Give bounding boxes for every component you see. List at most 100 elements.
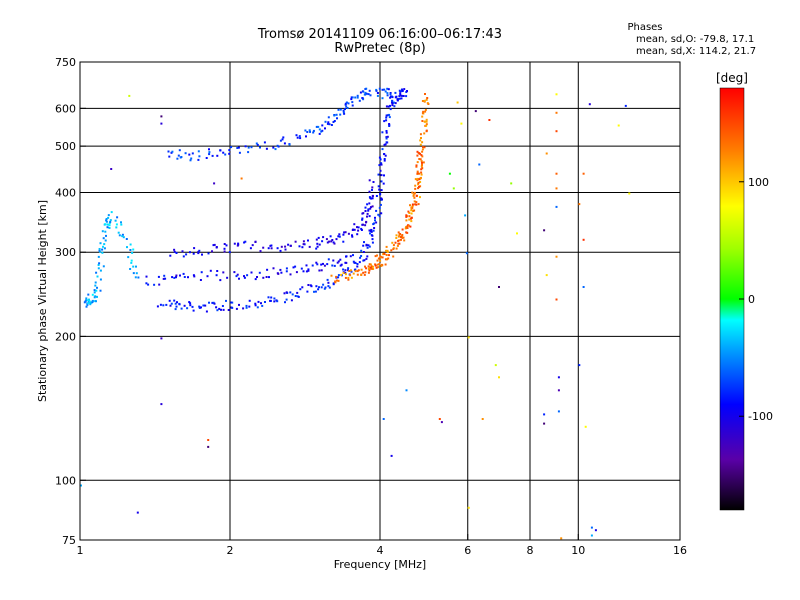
echo-point [420,160,423,163]
echo-point [104,230,107,233]
echo-point [387,105,390,108]
echo-point [94,284,97,287]
echo-point [594,529,597,532]
y-tick-label: 200 [55,330,76,343]
echo-point [360,273,363,276]
echo-point [327,121,330,124]
echo-point [108,224,111,227]
echo-point [269,299,272,302]
colorbar-tick-label: -100 [748,410,773,423]
x-tick-label: 16 [673,544,687,557]
echo-point [379,255,382,258]
chart-title: Tromsø 20141109 06:16:00–06:17:43 [257,27,503,42]
echo-point [219,279,222,282]
echo-point [205,157,208,159]
echo-point [364,224,367,227]
echo-point [401,228,404,231]
axes: 1 2 4 6 8 10 16 75 100 200 300 400 500 600 750 Frequenc… [36,56,687,571]
echo-point [420,173,423,176]
echo-point [254,240,257,243]
echo-point [356,263,359,265]
echo-point [284,245,287,248]
echo-point [223,243,226,245]
echo-point [345,255,347,258]
echo-point [245,304,248,307]
echo-point [178,303,181,306]
colorbar-tick-label: 100 [748,176,769,189]
echo-point [169,254,172,257]
echo-point [384,143,387,146]
echo-point [85,297,88,300]
echo-point [327,285,330,288]
echo-point [420,137,422,139]
echo-point [386,92,389,95]
echo-point [342,240,345,243]
echo-point [318,243,321,246]
echo-point [376,92,379,94]
echo-point [494,364,497,367]
echo-point [363,93,366,96]
echo-point [208,151,211,154]
echo-point [327,258,330,261]
echo-point [377,257,380,260]
echo-point [385,245,388,248]
echo-point [370,228,373,231]
echo-point [393,101,395,104]
echo-point [224,153,227,156]
echo-point [342,271,345,274]
echo-point [374,263,377,266]
echo-point [316,245,319,248]
echo-point [385,136,388,139]
echo-point [413,200,416,203]
echo-point [180,156,183,158]
echo-point [383,143,386,146]
echo-point [120,223,123,226]
x-tick-label: 6 [464,544,471,557]
echo-point [416,154,419,157]
echo-point [272,146,275,149]
echo-point [289,291,292,294]
echo-point [225,299,227,302]
echo-point [582,286,585,288]
echo-point [259,250,262,253]
echo-point [107,214,110,217]
echo-point [279,268,282,271]
echo-point [381,264,384,267]
echo-point [419,139,422,142]
echo-point [347,278,350,281]
echo-point [233,242,236,245]
echo-point [366,212,369,215]
echo-point [374,255,377,258]
echo-point [352,254,354,257]
echo-point [354,261,357,264]
echo-point [302,243,305,246]
echo-point [398,239,401,242]
echo-point [287,243,290,246]
echo-point [294,240,297,243]
echo-point [352,272,355,275]
echo-point [101,230,104,233]
echo-point [391,101,393,104]
echo-point [337,274,340,277]
echo-point [276,247,279,250]
echo-point [173,276,176,279]
echo-point [98,248,101,250]
echo-point [555,187,558,190]
echo-point [405,95,408,98]
echo-point [115,223,118,226]
echo-point [340,273,343,276]
echo-point [422,110,425,113]
echo-point [297,295,300,298]
echo-point [270,244,273,247]
echo-point [347,276,350,279]
echo-point [231,306,234,309]
phase-box-title: Phases [627,22,663,33]
echo-point [401,89,404,92]
echo-point [117,231,120,234]
echo-point [228,149,231,152]
echo-point [420,168,423,171]
echo-point [349,255,352,258]
echo-point [350,98,353,101]
echo-point [582,172,585,175]
echo-point [302,270,305,273]
